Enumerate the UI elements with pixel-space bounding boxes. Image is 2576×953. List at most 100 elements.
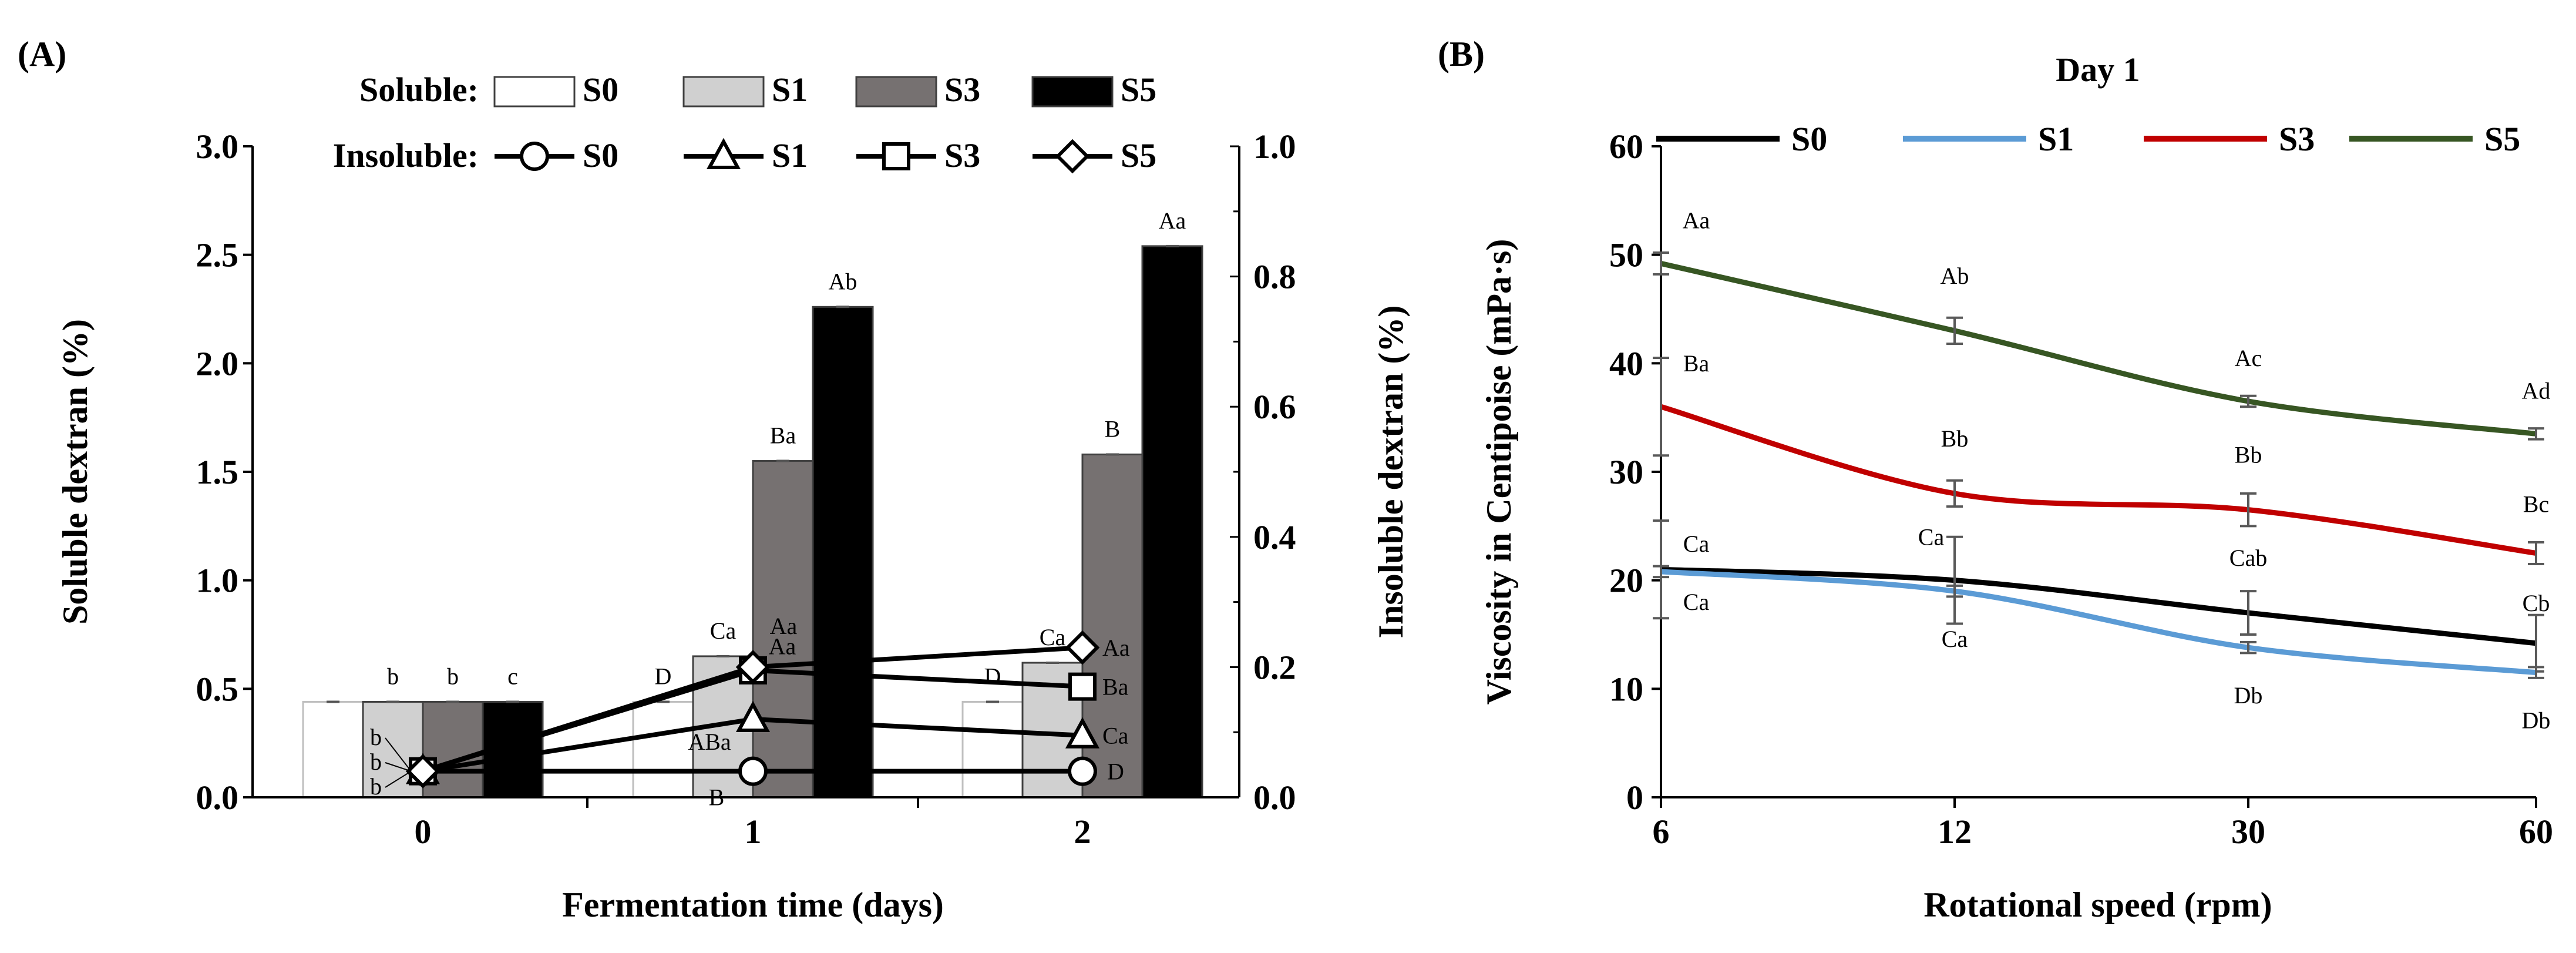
- y-tick-label: 2.5: [196, 236, 239, 274]
- x-tick-label: 6: [1653, 813, 1670, 851]
- legend-label: S5: [2484, 120, 2520, 158]
- line-letter: Aa: [1102, 635, 1130, 661]
- bar-letter: D: [984, 663, 1001, 689]
- panel-b: (B) Day 1 0 10 20 30 40 50 60 6 12 30 60 Rotational s…: [1438, 35, 2553, 924]
- series-s1: [1660, 569, 2537, 676]
- y-right-tick-label: 0.2: [1253, 648, 1296, 686]
- legend-marker: [1055, 139, 1090, 174]
- line-letter: ABa: [688, 729, 731, 755]
- series-letter: Db: [2234, 682, 2263, 709]
- y-right-tick-label: 0.6: [1253, 388, 1296, 426]
- y-tick-label: 0.5: [196, 670, 239, 708]
- bar-s0: [632, 700, 694, 798]
- bar-letter: Ca: [1040, 624, 1066, 650]
- bar-letter: Ca: [710, 618, 737, 644]
- y-right-tick-label: 1.0: [1253, 127, 1296, 166]
- panel-label-a: (A): [18, 35, 66, 73]
- series-s3: [1660, 404, 2537, 556]
- x-tick-label: 30: [2231, 813, 2265, 851]
- marker-s0: [738, 756, 768, 786]
- legend-label: S3: [2279, 120, 2315, 158]
- panel-label-b: (B): [1438, 35, 1485, 73]
- x-axis-title: Rotational speed (rpm): [1923, 885, 2272, 924]
- marker-s1: [1065, 717, 1100, 749]
- y-tick-label: 3.0: [196, 127, 239, 166]
- legend-marker: [706, 137, 741, 169]
- bar-s5: [1141, 245, 1203, 798]
- y-axis-title: Soluble dextran (%): [56, 319, 95, 625]
- x-tick-label: 2: [1074, 813, 1091, 851]
- y-tick-label: 1.0: [196, 562, 239, 600]
- series-letter: Ca: [1942, 626, 1968, 652]
- bar-letter: Ab: [829, 268, 857, 294]
- leader-line: [385, 770, 412, 788]
- legend-soluble-label: Soluble:: [359, 71, 479, 109]
- y-tick-label: 40: [1609, 344, 1643, 382]
- y-right-axis-title: Insoluble dextran (%): [1371, 306, 1410, 639]
- bar-s5: [812, 306, 874, 798]
- x-axis-title: Fermentation time (days): [562, 885, 944, 924]
- bar-letter: b: [387, 663, 399, 689]
- y-right-tick-label: 0.4: [1253, 518, 1296, 556]
- y-right-tick-label: 0.8: [1253, 258, 1296, 296]
- series-letter: Bc: [2523, 491, 2549, 518]
- series-letter: Cab: [2229, 545, 2267, 571]
- y-tick-label: 2.0: [196, 344, 239, 382]
- bar-letter: c: [507, 663, 518, 689]
- bar-letter: B: [1105, 415, 1121, 442]
- marker-s5: [1065, 630, 1100, 665]
- series-s5: [1660, 261, 2537, 437]
- legend-swatch: [1031, 76, 1114, 108]
- legend-label: S1: [772, 71, 808, 109]
- bar-letter: Aa: [1159, 207, 1186, 234]
- y-tick-label: 50: [1609, 236, 1643, 274]
- legend-insoluble-label: Insoluble:: [333, 136, 479, 175]
- legend-label: S0: [583, 136, 618, 175]
- series-letter: Ac: [2235, 345, 2262, 371]
- marker-s5: [735, 650, 771, 684]
- series-letter: Bb: [1941, 425, 1969, 452]
- y-axis-title: Viscosity in Centipoise (mPa·s): [1479, 239, 1518, 705]
- chart-title: Day 1: [2056, 51, 2140, 89]
- legend-label: S1: [772, 136, 808, 175]
- y-tick-label: 30: [1609, 453, 1643, 491]
- line-letter: D: [1107, 759, 1124, 785]
- series-letter: Cb: [2523, 590, 2550, 616]
- leader-line: [385, 737, 412, 772]
- legend-label: S3: [944, 136, 980, 175]
- marker-s0: [1068, 756, 1097, 786]
- series-letter: Ad: [2522, 377, 2551, 404]
- series-letter: Ca: [1918, 524, 1945, 551]
- line-letter: b: [370, 749, 382, 775]
- y-tick-label: 0: [1626, 778, 1643, 817]
- line-letter: Ca: [1102, 723, 1129, 749]
- legend-label: S1: [2038, 120, 2074, 158]
- legend-swatch: [855, 76, 937, 108]
- bar-letter: D: [655, 663, 672, 689]
- series-letter: Ab: [1941, 263, 1969, 289]
- legend-label: S5: [1121, 71, 1156, 109]
- y-right-tick-label: 0.0: [1253, 778, 1296, 817]
- bar-s0: [302, 700, 364, 798]
- line-letter: b: [370, 724, 382, 750]
- x-tick-label: 12: [1938, 813, 1972, 851]
- y-tick-label: 20: [1609, 562, 1643, 600]
- series-letter: Ca: [1683, 589, 1710, 615]
- legend-label: S0: [1791, 120, 1827, 158]
- bar-s0: [961, 700, 1024, 798]
- line-letter: Aa: [769, 633, 796, 659]
- bar-letter: b: [447, 663, 459, 689]
- bar-s3: [752, 460, 814, 798]
- series-letter: Aa: [1683, 207, 1710, 233]
- legend-swatch: [493, 76, 576, 108]
- bar-letter: Ba: [770, 422, 796, 449]
- series-s0: [1660, 566, 2537, 646]
- x-tick-label: 1: [745, 813, 762, 851]
- series-letter: Db: [2522, 707, 2551, 734]
- y-tick-label: 60: [1609, 127, 1643, 166]
- series-letter: Ca: [1683, 531, 1710, 557]
- legend-label: S5: [1121, 136, 1156, 175]
- legend-marker: [882, 142, 910, 170]
- y-tick-label: 10: [1609, 670, 1643, 708]
